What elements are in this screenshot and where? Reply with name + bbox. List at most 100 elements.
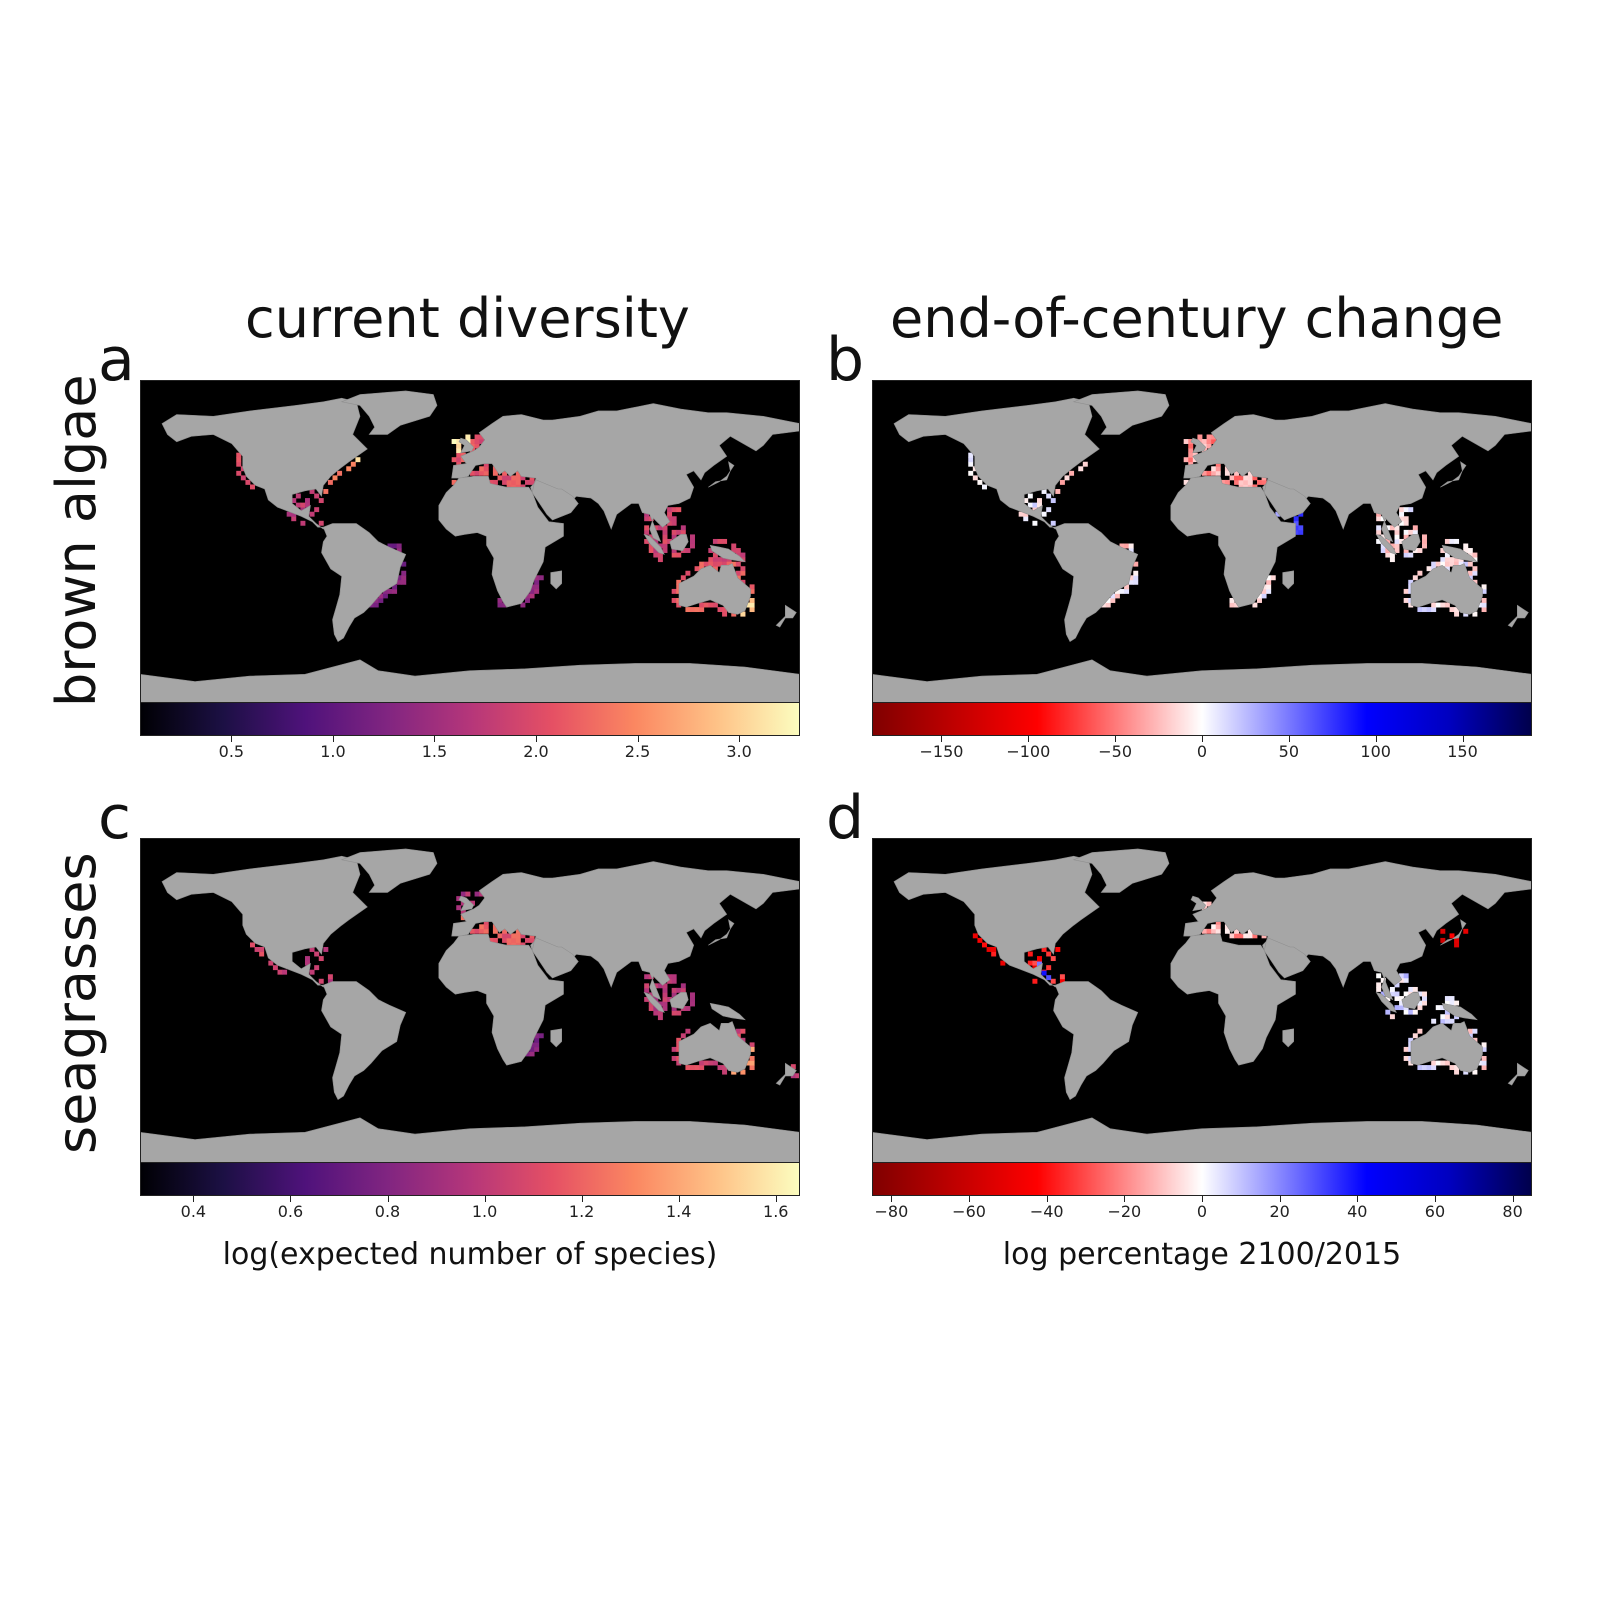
land-australia xyxy=(1410,563,1483,615)
diversity-cell xyxy=(977,937,983,943)
diversity-cell xyxy=(726,561,732,567)
diversity-cell xyxy=(1431,1060,1437,1066)
diversity-cell xyxy=(1403,598,1409,603)
diversity-cell xyxy=(1298,529,1304,535)
row-label-brown-algae: brown algae xyxy=(45,374,108,707)
colorbar-tick-label-b: −100 xyxy=(1006,742,1051,761)
diversity-cell xyxy=(1408,986,1414,992)
diversity-cell xyxy=(1215,466,1221,472)
diversity-cell xyxy=(968,470,974,476)
diversity-cell xyxy=(662,538,668,544)
colorbar-label-right: log percentage 2100/2015 xyxy=(1002,1237,1402,1272)
diversity-cell xyxy=(1041,970,1047,976)
diversity-cell xyxy=(722,538,728,544)
land-greenland xyxy=(340,390,438,435)
diversity-cell xyxy=(722,557,728,563)
diversity-cell xyxy=(648,543,654,549)
diversity-cell xyxy=(671,598,677,603)
diversity-cell xyxy=(671,1006,677,1011)
diversity-cell xyxy=(1394,529,1400,535)
diversity-cell xyxy=(1422,1065,1427,1071)
diversity-cell xyxy=(1403,991,1409,997)
land-borneo xyxy=(1401,534,1421,552)
diversity-cell xyxy=(1202,906,1207,912)
diversity-cell xyxy=(731,548,737,553)
diversity-cell xyxy=(1412,1033,1418,1039)
diversity-cell xyxy=(653,525,659,531)
diversity-cell xyxy=(712,561,718,567)
diversity-cell xyxy=(483,470,489,476)
diversity-cell xyxy=(520,475,526,481)
diversity-cell xyxy=(1055,947,1061,952)
diversity-cell xyxy=(1399,520,1405,526)
diversity-cell xyxy=(644,974,650,980)
diversity-cell xyxy=(1202,439,1207,444)
diversity-cell xyxy=(699,561,705,567)
land-australia xyxy=(1410,1021,1483,1073)
diversity-cell xyxy=(497,933,503,939)
diversity-cell xyxy=(392,588,398,594)
diversity-cell xyxy=(1435,1005,1441,1011)
diversity-cell xyxy=(671,992,677,998)
diversity-cell xyxy=(717,557,723,563)
diversity-cell xyxy=(1463,561,1469,567)
diversity-cell xyxy=(511,937,517,943)
diversity-cell xyxy=(1234,933,1240,939)
diversity-cell xyxy=(1444,1060,1450,1066)
diversity-cell xyxy=(1229,598,1235,603)
diversity-cell xyxy=(456,448,462,454)
land-new-zealand xyxy=(775,604,797,628)
diversity-cell xyxy=(529,593,535,599)
colorbar-tick-label-c: 1.6 xyxy=(763,1202,789,1221)
diversity-cell xyxy=(1238,479,1244,485)
diversity-cell xyxy=(1082,461,1088,467)
diversity-cell xyxy=(1037,961,1042,967)
diversity-cell xyxy=(699,1065,705,1071)
diversity-cell xyxy=(1444,1009,1450,1015)
diversity-cell xyxy=(327,978,333,984)
diversity-cell xyxy=(703,561,709,567)
diversity-cell xyxy=(1243,475,1249,481)
land-sumatra xyxy=(643,991,665,1013)
diversity-cell xyxy=(1422,996,1427,1001)
diversity-cell xyxy=(1059,974,1065,980)
diversity-cell xyxy=(1444,557,1450,563)
diversity-cell xyxy=(680,983,686,989)
diversity-cell xyxy=(662,987,668,993)
land-uk xyxy=(1190,895,1207,912)
diversity-cell xyxy=(1261,479,1267,485)
diversity-cell xyxy=(749,598,755,603)
diversity-cell xyxy=(740,570,746,576)
diversity-cell xyxy=(708,548,714,553)
diversity-cell xyxy=(1266,579,1272,585)
colorbar-tick-label-b: 50 xyxy=(1278,742,1300,761)
colorbar-tick-b xyxy=(1202,736,1203,742)
diversity-cell xyxy=(401,561,407,567)
diversity-cell xyxy=(291,511,297,517)
diversity-cell xyxy=(483,928,489,934)
diversity-cell xyxy=(1257,593,1262,599)
diversity-cell xyxy=(1050,498,1056,504)
land-japan xyxy=(1440,919,1467,946)
diversity-cell xyxy=(667,520,673,526)
diversity-cell xyxy=(1188,457,1194,463)
diversity-cell xyxy=(1399,1005,1405,1011)
colorbar-tick-d xyxy=(891,1196,893,1202)
diversity-cell xyxy=(722,607,728,613)
diversity-cell xyxy=(538,1033,544,1039)
diversity-cell xyxy=(703,1060,709,1066)
diversity-cell xyxy=(717,607,723,613)
diversity-cell xyxy=(1238,933,1244,939)
diversity-cell xyxy=(1023,516,1029,522)
diversity-cell xyxy=(1389,525,1395,531)
colorbar-tick-a xyxy=(231,736,233,742)
diversity-cell xyxy=(1243,479,1249,485)
diversity-cell xyxy=(483,924,489,930)
colorbar-tick-label-b: 0 xyxy=(1196,742,1208,761)
diversity-cell xyxy=(1412,529,1418,535)
diversity-cell xyxy=(708,1060,714,1066)
diversity-cell xyxy=(483,919,489,925)
colorbar-b xyxy=(872,702,1532,736)
diversity-cell xyxy=(1440,1005,1446,1011)
diversity-cell xyxy=(515,470,521,476)
